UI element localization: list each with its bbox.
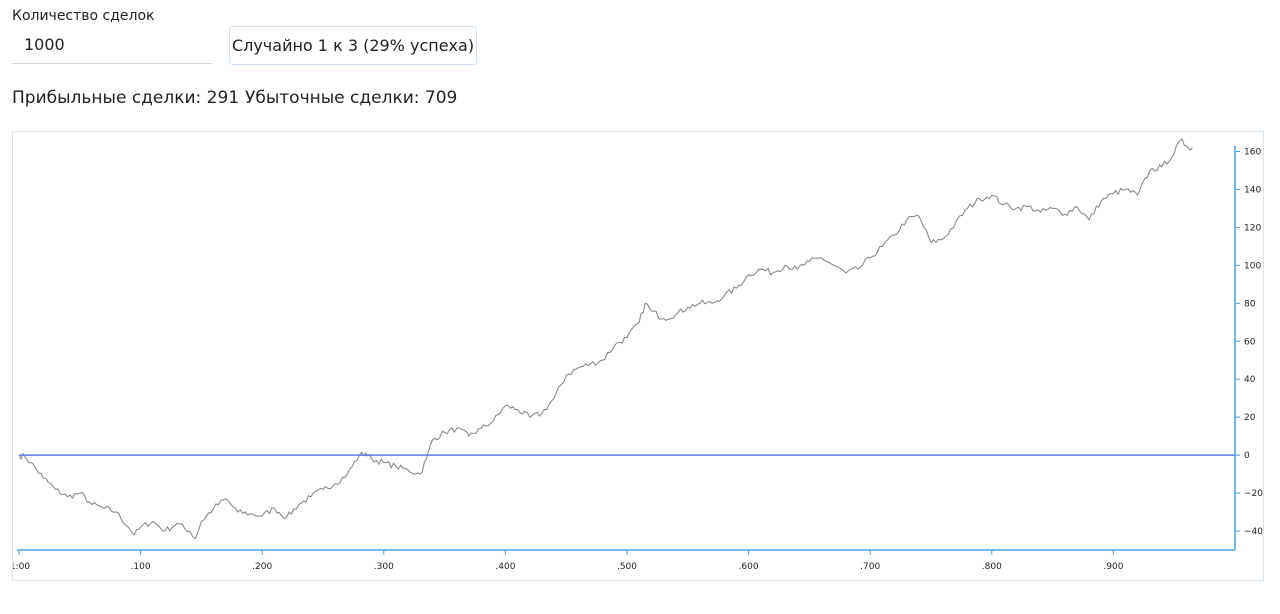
x-axis-ticks: 1:00 .100 .200 .300 .400 .500 .600 .700 .800 .900 [13, 550, 1124, 572]
random-1-to-3-button[interactable]: Случайно 1 к 3 (29% успеха) [229, 26, 477, 65]
x-tick-label: .400 [495, 562, 515, 572]
trade-count-label: Количество сделок [12, 8, 155, 24]
x-tick-label: 1:00 [13, 562, 30, 572]
trade-count-input[interactable] [12, 26, 212, 64]
profitable-trades-count: Прибыльные сделки: 291 [12, 88, 240, 108]
x-tick-label: .200 [252, 562, 272, 572]
y-tick-label: 140 [1244, 185, 1261, 195]
y-tick-label: −20 [1244, 489, 1263, 499]
x-tick-label: .700 [860, 562, 880, 572]
y-tick-label: 120 [1244, 223, 1261, 233]
x-tick-label: .300 [374, 562, 394, 572]
y-tick-label: 160 [1244, 147, 1261, 157]
x-tick-label: .500 [617, 562, 637, 572]
y-tick-label: 40 [1244, 375, 1256, 385]
x-tick-label: .600 [739, 562, 759, 572]
y-tick-label: 0 [1244, 451, 1250, 461]
x-tick-label: .900 [1103, 562, 1123, 572]
equity-curve-chart: 1:00 .100 .200 .300 .400 .500 .600 .700 .800 .900… [13, 138, 1263, 572]
x-tick-label: .100 [131, 562, 151, 572]
equity-line [18, 138, 1193, 540]
y-tick-label: 20 [1244, 413, 1256, 423]
y-axis-ticks: 160 140 120 100 80 60 40 20 0 −20 −40 [1235, 147, 1263, 537]
y-tick-label: 100 [1244, 261, 1261, 271]
chart-container: 1:00 .100 .200 .300 .400 .500 .600 .700 .800 .900… [12, 131, 1264, 581]
x-tick-label: .800 [982, 562, 1002, 572]
y-tick-label: 80 [1244, 299, 1256, 309]
y-tick-label: −40 [1244, 527, 1263, 537]
losing-trades-count: Убыточные сделки: 709 [245, 88, 458, 108]
y-tick-label: 60 [1244, 337, 1256, 347]
